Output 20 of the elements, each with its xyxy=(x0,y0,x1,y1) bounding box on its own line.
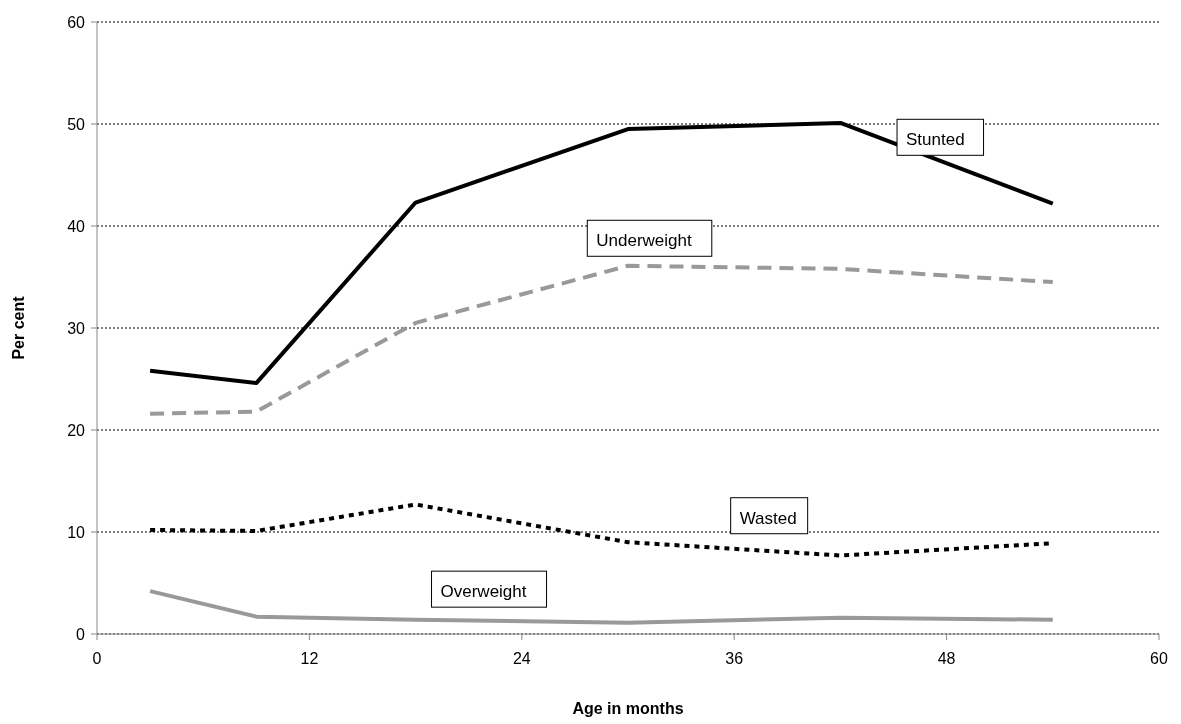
series-label: Underweight xyxy=(596,231,693,251)
x-axis-title: Age in months xyxy=(572,700,684,717)
y-axis-title: Per cent xyxy=(10,295,27,360)
y-tick-label: 0 xyxy=(76,625,86,643)
series-label: Stunted xyxy=(906,130,965,150)
x-tick-label: 36 xyxy=(725,650,744,667)
y-tick-label: 40 xyxy=(67,217,86,235)
y-tick-label: 50 xyxy=(67,115,86,133)
line-series xyxy=(148,263,1055,416)
y-tick-label: 20 xyxy=(67,421,86,439)
y-tick-label: 10 xyxy=(67,523,86,541)
x-tick-label: 24 xyxy=(512,650,531,667)
x-tick-label: 60 xyxy=(1150,650,1168,667)
y-tick-label: 30 xyxy=(67,319,86,337)
x-tick-label: 0 xyxy=(92,650,102,667)
y-tick-label: 60 xyxy=(67,13,86,31)
x-tick-label: 48 xyxy=(937,650,956,667)
series-label: Overweight xyxy=(440,582,527,602)
series-label: Wasted xyxy=(739,508,797,528)
x-tick-label: 12 xyxy=(300,650,319,667)
